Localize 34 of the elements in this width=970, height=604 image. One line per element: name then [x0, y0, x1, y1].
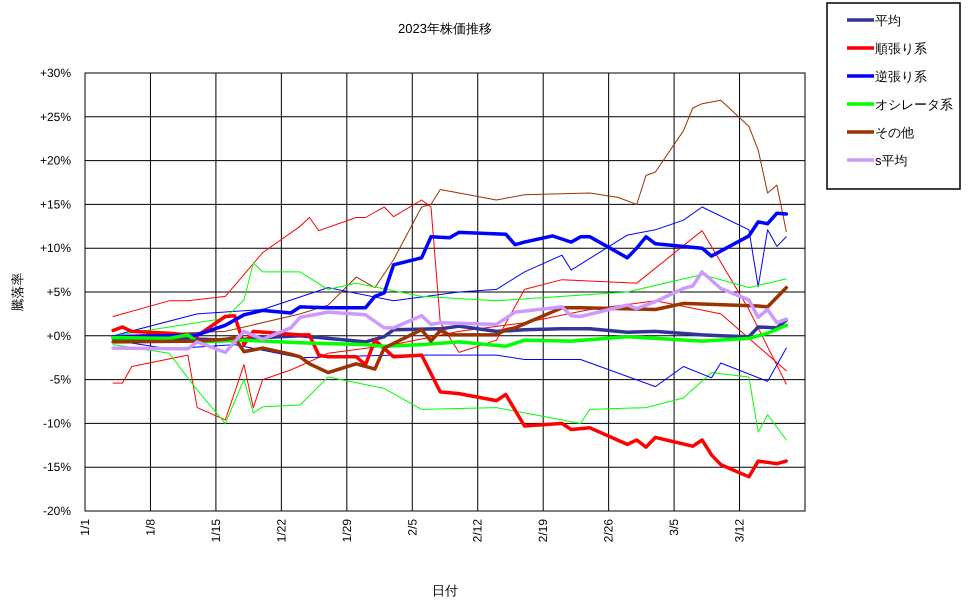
x-tick-label: 2/5: [405, 518, 420, 536]
x-tick-label: 2/19: [536, 518, 550, 542]
legend-label: 平均: [875, 13, 901, 28]
y-tick-label: -5%: [50, 372, 72, 387]
legend-label: その他: [875, 125, 914, 140]
x-tick-label: 1/8: [143, 518, 158, 536]
legend-label: s平均: [875, 153, 908, 168]
legend-label: オシレータ系: [875, 97, 953, 112]
y-axis-title: 騰落率: [10, 272, 25, 312]
y-tick-label: +0%: [46, 328, 72, 343]
x-tick-label: 1/15: [208, 518, 223, 542]
x-tick-label: 2/12: [470, 518, 485, 542]
x-tick-label: 1/1: [78, 518, 92, 536]
x-tick-label: 1/22: [274, 518, 288, 542]
legend-label: 逆張り系: [875, 69, 927, 84]
x-tick-label: 3/5: [667, 518, 682, 536]
y-tick-label: +30%: [40, 66, 72, 80]
x-tick-label: 2/26: [602, 518, 616, 542]
y-tick-label: +5%: [46, 285, 72, 299]
legend-label: 順張り系: [875, 41, 927, 56]
x-tick-label: 3/12: [732, 518, 747, 542]
y-tick-label: +10%: [40, 241, 72, 256]
y-tick-label: -20%: [42, 504, 72, 518]
y-tick-label: +15%: [40, 197, 72, 212]
line-series: [111, 286, 788, 374]
y-tick-label: +25%: [40, 110, 72, 124]
x-axis-title: 日付: [432, 583, 458, 598]
y-tick-label: -15%: [42, 460, 72, 474]
line-series: [112, 344, 787, 440]
line-series: [111, 270, 788, 354]
chart-title: 2023年株価推移: [398, 21, 492, 36]
y-tick-label: +20%: [40, 154, 72, 168]
y-tick-label: -10%: [42, 416, 72, 430]
x-tick-label: 1/29: [340, 518, 354, 542]
